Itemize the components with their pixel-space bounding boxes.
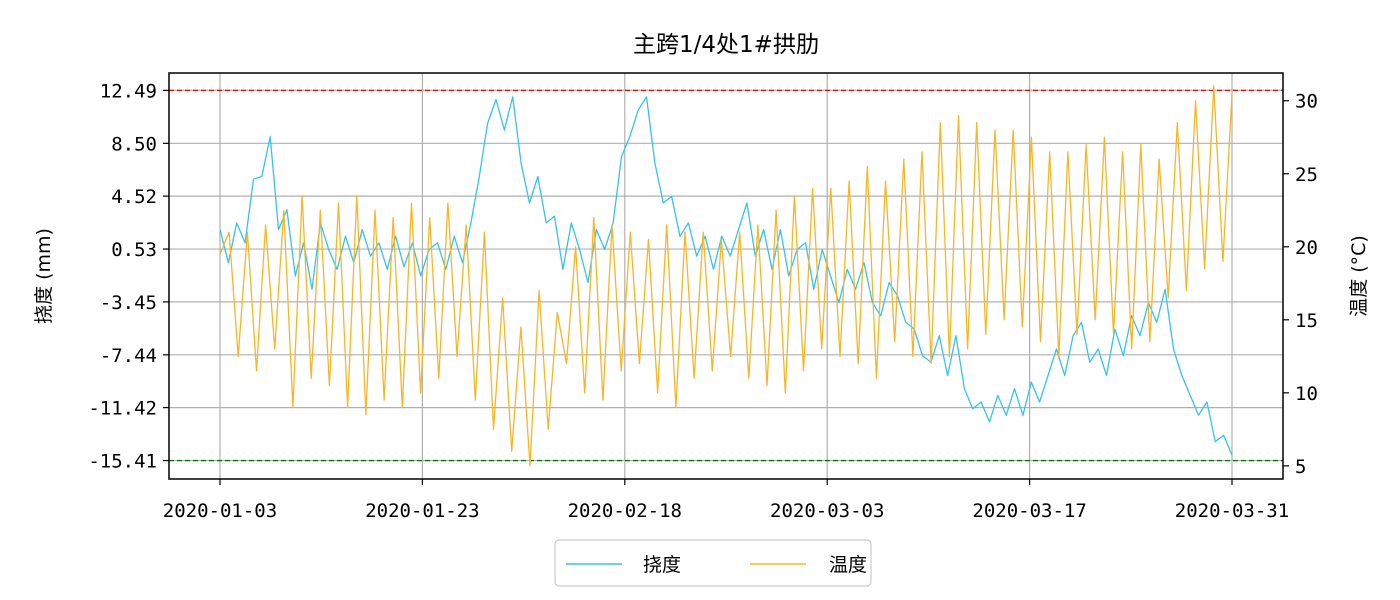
x-tick-label: 2020-03-17 xyxy=(972,500,1086,522)
y-right-tick-label: 5 xyxy=(1295,456,1306,478)
chart-title: 主跨1/4处1#拱肋 xyxy=(633,32,819,58)
y-left-tick-label: 12.49 xyxy=(100,80,157,102)
y-left-tick-label: 0.53 xyxy=(111,239,157,261)
y-right-tick-label: 25 xyxy=(1295,164,1318,186)
y-axis-left: 12.49 8.50 4.52 0.53 -3.45 -7.44 -11.42 -15.41 xyxy=(88,80,169,473)
y-right-tick-label: 20 xyxy=(1295,237,1318,259)
x-tick-label: 2020-02-18 xyxy=(568,500,682,522)
x-axis: 2020-01-03 2020-01-23 2020-02-18 2020-03-03… xyxy=(163,479,1289,522)
y-left-tick-label: 4.52 xyxy=(111,186,157,208)
threshold-lines xyxy=(169,89,1283,462)
y-left-tick-label: -7.44 xyxy=(100,345,157,367)
x-tick-label: 2020-01-03 xyxy=(163,500,277,522)
y-right-tick-label: 30 xyxy=(1295,91,1318,113)
y-left-tick-label: -3.45 xyxy=(100,292,157,314)
y-axis-right: 5 10 15 20 25 30 xyxy=(1283,91,1318,478)
legend-label-temperature: 温度 xyxy=(829,554,867,576)
y-right-tick-label: 10 xyxy=(1295,383,1318,405)
y-left-tick-label: 8.50 xyxy=(111,133,157,155)
x-tick-label: 2020-01-23 xyxy=(365,500,479,522)
y-axis-left-label: 挠度 (mm) xyxy=(33,228,55,324)
x-tick-label: 2020-03-03 xyxy=(770,500,884,522)
x-tick-label: 2020-03-31 xyxy=(1175,500,1289,522)
legend-label-deflection: 挠度 xyxy=(643,554,681,576)
series-line-deflection xyxy=(219,96,1233,456)
series-line-temperature xyxy=(219,85,1233,467)
legend: 挠度 温度 xyxy=(554,539,872,587)
y-axis-right-label: 温度 (°C) xyxy=(1348,235,1370,317)
series-lines xyxy=(219,85,1233,467)
y-left-tick-label: -11.42 xyxy=(88,398,157,420)
y-left-tick-label: -15.41 xyxy=(88,451,157,473)
y-right-tick-label: 15 xyxy=(1295,310,1318,332)
legend-box xyxy=(554,539,872,587)
plot-area-frame xyxy=(168,72,1284,480)
